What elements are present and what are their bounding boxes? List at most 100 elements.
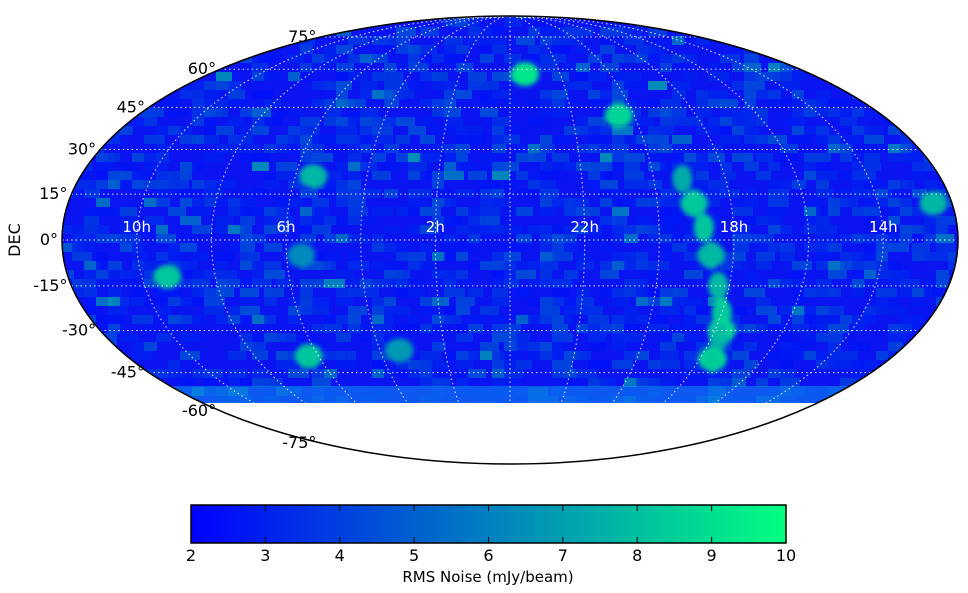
noise-cell bbox=[876, 234, 896, 243]
noise-cell bbox=[660, 252, 672, 261]
noise-cell bbox=[696, 342, 713, 351]
noise-cell bbox=[276, 162, 297, 171]
noise-cell bbox=[336, 351, 356, 360]
noise-cell bbox=[252, 54, 270, 63]
noise-cell bbox=[744, 144, 762, 153]
noise-cell bbox=[696, 153, 710, 162]
noise-cell bbox=[912, 54, 926, 63]
noise-cell bbox=[588, 171, 603, 180]
noise-cell bbox=[108, 0, 127, 9]
noise-cell bbox=[312, 342, 326, 351]
noise-cell bbox=[624, 81, 643, 90]
noise-cell bbox=[432, 108, 446, 117]
noise-cell bbox=[672, 288, 688, 297]
noise-cell bbox=[504, 135, 520, 144]
noise-cell bbox=[636, 261, 648, 270]
noise-cell bbox=[924, 360, 938, 369]
noise-cell bbox=[276, 198, 293, 207]
noise-cell bbox=[948, 0, 960, 9]
noise-cell bbox=[540, 261, 558, 270]
noise-cell bbox=[792, 99, 813, 108]
noise-cell bbox=[900, 0, 920, 9]
noise-cell bbox=[720, 0, 740, 9]
noise-cell bbox=[696, 315, 714, 324]
noise-cell bbox=[540, 27, 560, 36]
noise-cell bbox=[384, 225, 399, 234]
noise-cell bbox=[816, 333, 829, 342]
noise-cell bbox=[192, 99, 213, 108]
noise-cell bbox=[528, 351, 547, 360]
noise-cell bbox=[144, 180, 161, 189]
noise-cell bbox=[444, 171, 464, 180]
noise-cell bbox=[264, 297, 277, 306]
noise-cell bbox=[480, 351, 500, 360]
noise-cell bbox=[444, 216, 462, 225]
noise-cell bbox=[816, 306, 830, 315]
noise-cell bbox=[648, 27, 667, 36]
noise-cell bbox=[420, 45, 437, 54]
noise-cell bbox=[456, 225, 474, 234]
noise-cell bbox=[372, 324, 392, 333]
noise-cell bbox=[636, 54, 649, 63]
noise-cell bbox=[348, 171, 361, 180]
meridian-line bbox=[285, 15, 511, 465]
noise-cell bbox=[348, 315, 361, 324]
noise-cell bbox=[696, 171, 709, 180]
noise-cell bbox=[396, 135, 410, 144]
noise-cell bbox=[324, 81, 341, 90]
noise-cell bbox=[648, 234, 664, 243]
noise-cell bbox=[420, 369, 437, 378]
noise-cell bbox=[228, 279, 241, 288]
noise-cell bbox=[912, 16, 929, 18]
noise-cell bbox=[108, 207, 121, 216]
noise-cell bbox=[348, 198, 366, 207]
noise-cell bbox=[252, 189, 269, 198]
noise-cell bbox=[900, 180, 915, 189]
noise-cell bbox=[264, 36, 276, 45]
noise-cell bbox=[504, 252, 521, 261]
noise-cell bbox=[816, 99, 830, 108]
noise-cell bbox=[456, 306, 470, 315]
noise-cell bbox=[816, 351, 830, 360]
noise-cell bbox=[504, 360, 525, 369]
noise-cell bbox=[144, 387, 157, 396]
noise-cell bbox=[204, 288, 216, 297]
noise-cell bbox=[456, 270, 468, 279]
noise-cell bbox=[612, 252, 633, 261]
noise-cell bbox=[96, 261, 114, 270]
noise-cell bbox=[888, 198, 900, 207]
noise-cell bbox=[624, 72, 641, 81]
galactic-plane-segment bbox=[693, 213, 714, 242]
noise-cell bbox=[612, 54, 624, 63]
noise-cell bbox=[924, 135, 937, 144]
noise-cell bbox=[732, 306, 747, 315]
noise-cell bbox=[204, 369, 223, 378]
noise-cell bbox=[720, 378, 733, 387]
noise-cell bbox=[792, 306, 806, 315]
noise-cell bbox=[384, 270, 403, 279]
noise-cell bbox=[408, 153, 422, 162]
noise-cell bbox=[552, 324, 568, 333]
noise-cell bbox=[744, 360, 758, 369]
noise-cell bbox=[888, 297, 900, 306]
noise-cell bbox=[180, 135, 193, 144]
noise-cell bbox=[156, 72, 168, 81]
noise-cell bbox=[744, 90, 757, 99]
noise-cell bbox=[168, 108, 188, 117]
galactic-plane-segment bbox=[701, 241, 722, 270]
noise-cell bbox=[948, 189, 958, 198]
noise-cell bbox=[780, 252, 795, 261]
noise-cell bbox=[192, 16, 206, 18]
noise-cell bbox=[768, 369, 784, 378]
noise-cell bbox=[72, 27, 86, 36]
noise-cell bbox=[648, 288, 661, 297]
noise-cell bbox=[816, 16, 835, 18]
noise-cell bbox=[276, 36, 289, 45]
noise-cell bbox=[720, 342, 732, 351]
noise-cell bbox=[504, 369, 523, 378]
noise-cell bbox=[204, 99, 223, 108]
noise-cell bbox=[912, 252, 929, 261]
noise-cell bbox=[336, 180, 349, 189]
noise-cell bbox=[348, 207, 368, 216]
noise-cell bbox=[612, 81, 630, 90]
